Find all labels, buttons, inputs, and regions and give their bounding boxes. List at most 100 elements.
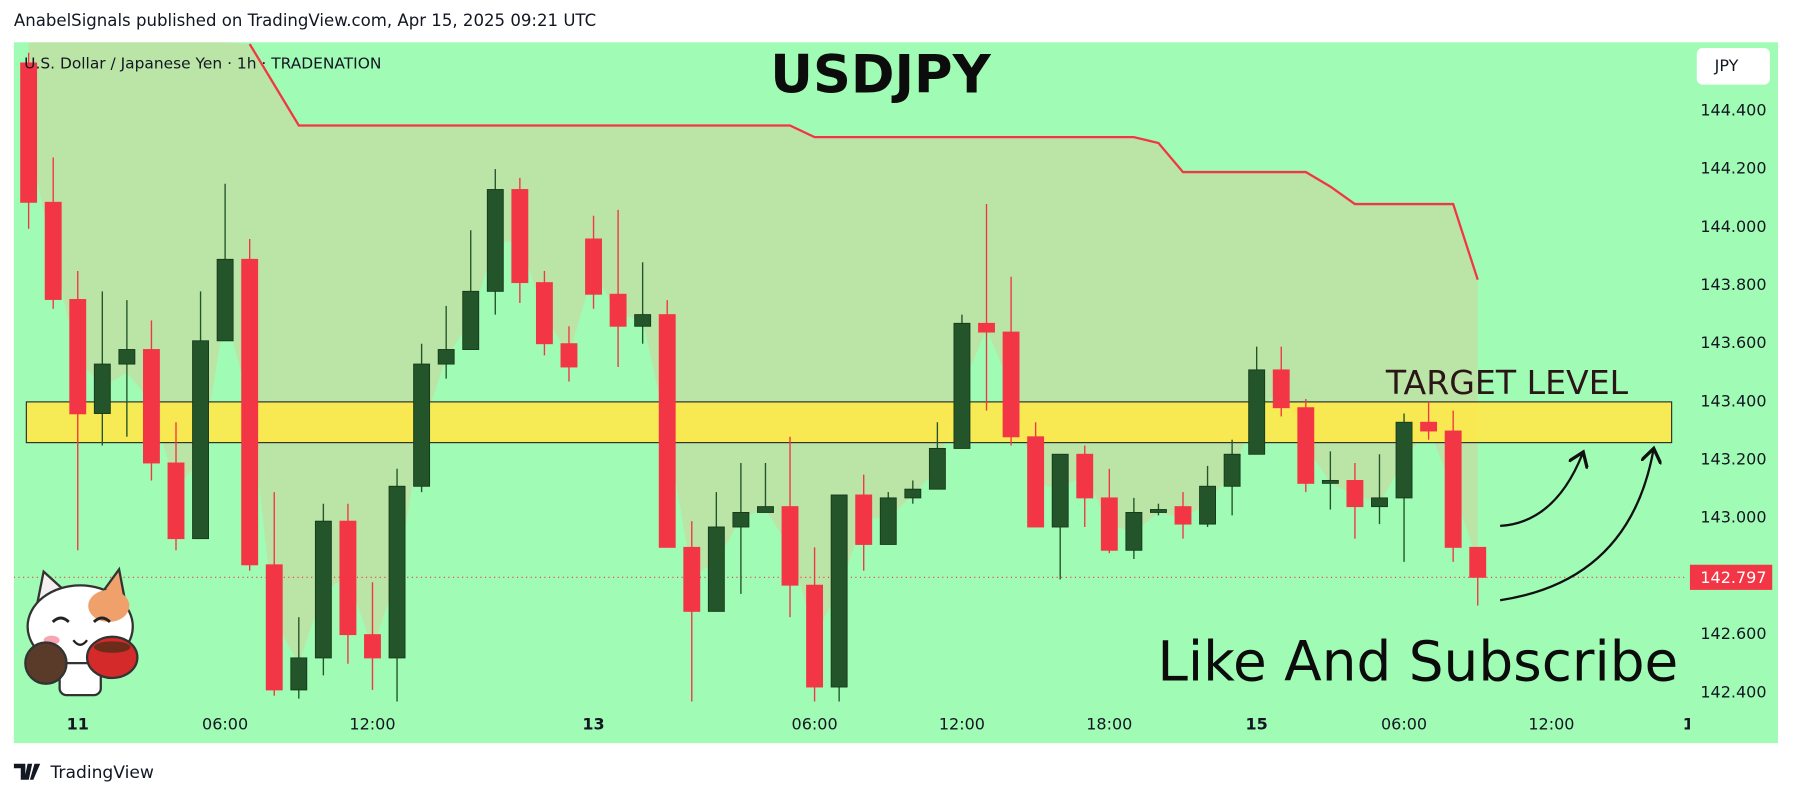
candle-body	[167, 462, 185, 540]
zone-label: TARGET LEVEL	[1385, 363, 1629, 402]
candle-body	[388, 485, 406, 659]
x-axis: 11 06:00 12:00 13 06:00 12:00 18:00 15 06:00 12:0…	[67, 714, 1705, 733]
y-tick-label: 143.000	[1700, 508, 1766, 527]
arrow	[1500, 454, 1582, 528]
candle-body	[1223, 453, 1241, 487]
cat-sticker	[24, 566, 139, 697]
candle-body	[1174, 506, 1192, 525]
candle-body	[192, 340, 210, 540]
candle-body	[634, 314, 652, 327]
candle-body	[535, 282, 553, 345]
candle-body	[1149, 509, 1167, 513]
candle-body	[609, 293, 627, 327]
candle-body	[118, 349, 136, 365]
annotation: Like And Subscribe	[1157, 630, 1678, 694]
candle-body	[879, 497, 897, 545]
byline: AnabelSignals published on TradingView.c…	[14, 11, 596, 30]
candle-body	[486, 189, 504, 292]
candle-body	[1100, 497, 1118, 551]
candle-body	[1002, 331, 1020, 438]
y-tick-label: 144.200	[1700, 159, 1766, 178]
y-tick-label: 143.200	[1700, 450, 1766, 469]
x-tick-label: 15	[1246, 714, 1268, 733]
candle-body	[1420, 421, 1438, 432]
candle-body	[1027, 436, 1045, 528]
y-tick-label: 143.600	[1700, 333, 1766, 352]
x-tick-label: 18:00	[1086, 714, 1132, 733]
y-tick-label: 144.000	[1700, 217, 1766, 236]
plot-area	[13, 42, 1687, 702]
x-tick-label: 06:00	[792, 714, 838, 733]
candle-body	[1469, 546, 1487, 578]
candle-body	[683, 546, 701, 612]
symbol-legend: U.S. Dollar / Japanese Yen · 1h · TRADEN…	[24, 55, 381, 73]
currency-button[interactable]	[1696, 48, 1770, 85]
candle-body	[585, 238, 602, 295]
candle-body	[707, 526, 725, 612]
candle-body	[216, 258, 234, 342]
x-tick-label: 13	[582, 714, 604, 733]
candle-body	[732, 511, 750, 528]
candle-body	[658, 314, 676, 548]
candle-body	[314, 520, 332, 659]
y-tick-label: 142.400	[1700, 682, 1766, 701]
candle-body	[1051, 453, 1069, 528]
x-tick-label: 12:00	[349, 714, 395, 733]
currency-label[interactable]: JPY	[1714, 56, 1739, 75]
y-tick-label: 143.800	[1700, 275, 1766, 294]
footer-brand: TradingView	[49, 763, 153, 783]
candle-body	[1444, 430, 1462, 548]
candle-body	[830, 494, 848, 688]
x-tick-label: 18	[1683, 714, 1705, 733]
candle-body	[142, 349, 160, 464]
candle-body	[781, 506, 799, 586]
candle-body	[1199, 485, 1216, 525]
y-axis: 142.400142.600142.800143.000143.200143.4…	[1689, 100, 1773, 701]
candle-body	[437, 349, 455, 365]
candle-body	[978, 322, 995, 333]
candle-body	[364, 634, 381, 659]
footer-logo	[13, 763, 41, 780]
candle-body	[855, 494, 873, 545]
candle-body	[1395, 421, 1413, 499]
candle-body	[1346, 479, 1364, 508]
candle-body	[757, 506, 774, 513]
last-price-badge	[1689, 564, 1773, 590]
candle-body	[806, 584, 824, 688]
candle-body	[1297, 407, 1315, 484]
x-tick-label: 06:00	[1381, 714, 1427, 733]
candle-body	[953, 322, 971, 449]
candle-body	[904, 488, 922, 499]
candle-body	[1125, 511, 1143, 551]
x-tick-label: 06:00	[202, 714, 248, 733]
candle-body	[93, 363, 111, 414]
candle-body	[1248, 369, 1266, 455]
candle-body	[339, 520, 357, 636]
y-tick-label: 142.600	[1700, 624, 1766, 643]
candle-body	[69, 299, 87, 415]
candle-body	[1076, 453, 1094, 499]
candle-body	[20, 62, 38, 203]
x-tick-label: 12:00	[1528, 714, 1574, 733]
candle-body	[44, 201, 62, 300]
candle-body	[1272, 369, 1290, 409]
candle-body	[511, 189, 529, 284]
candle-body	[413, 363, 431, 487]
overlay-line	[248, 43, 1479, 281]
x-tick-label: 12:00	[939, 714, 985, 733]
y-tick-label: 143.400	[1700, 391, 1766, 410]
arrow	[1499, 450, 1653, 602]
candle-body	[265, 564, 283, 691]
candle-body	[241, 258, 259, 566]
candle-body	[1321, 479, 1339, 484]
candle-body	[290, 657, 308, 691]
chart-title: USDJPY	[770, 44, 991, 105]
candle-body	[462, 290, 480, 350]
x-tick-label: 11	[67, 714, 89, 733]
candle-body	[560, 343, 578, 368]
candle-body	[928, 447, 946, 490]
candle-body	[1371, 497, 1388, 508]
last-price-label: 142.797	[1700, 568, 1766, 587]
y-tick-label: 144.400	[1700, 100, 1766, 119]
